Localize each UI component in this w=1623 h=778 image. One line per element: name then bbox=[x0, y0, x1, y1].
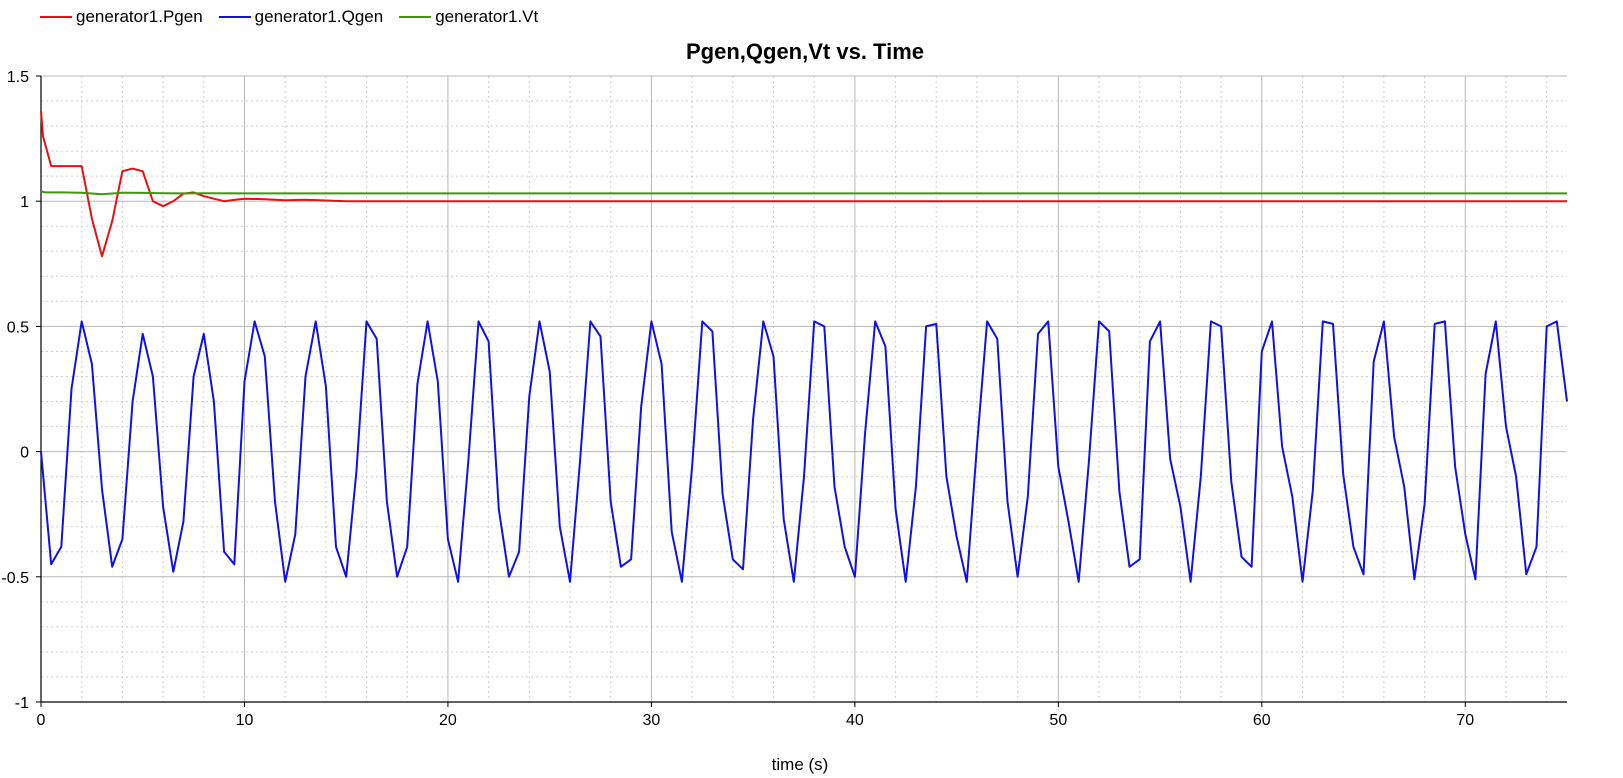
chart-title: Pgen,Qgen,Vt vs. Time bbox=[686, 39, 924, 64]
legend-swatch-vt bbox=[399, 16, 432, 18]
x-tick-label: 60 bbox=[1253, 712, 1271, 729]
axes bbox=[36, 75, 1567, 707]
series-line-pgen bbox=[40, 111, 1567, 258]
legend-swatch-qgen bbox=[218, 16, 251, 18]
y-tick-label: -1 bbox=[15, 695, 29, 712]
legend-label-qgen: generator1.Qgen bbox=[254, 7, 384, 26]
grid bbox=[41, 75, 1567, 702]
legend-item-qgen[interactable]: generator1.Qgen bbox=[218, 7, 384, 27]
legend-label-pgen: generator1.Pgen bbox=[76, 7, 203, 26]
x-axis-label: time (s) bbox=[772, 755, 829, 774]
legend-item-pgen[interactable]: generator1.Pgen bbox=[40, 7, 203, 27]
x-tick-label: 50 bbox=[1049, 712, 1067, 729]
x-tick-label: 30 bbox=[643, 712, 661, 729]
legend-swatch-pgen bbox=[40, 16, 72, 18]
x-tick-label: 20 bbox=[439, 712, 457, 729]
y-tick-label: -0.5 bbox=[1, 570, 29, 587]
series-lines bbox=[40, 111, 1568, 583]
y-tick-label: 1 bbox=[20, 194, 29, 211]
tick-labels: 0 10 20 30 40 50 60 70 1.5 1 0.5 0 -0.5 -1 bbox=[1, 69, 1474, 729]
legend: generator1.Pgen generator1.Qgen generato… bbox=[40, 6, 554, 28]
x-tick-label: 10 bbox=[236, 712, 254, 729]
series-line-qgen bbox=[40, 320, 1568, 583]
x-tick-label: 0 bbox=[37, 712, 46, 729]
y-tick-label: 1.5 bbox=[7, 69, 29, 86]
legend-item-vt[interactable]: generator1.Vt bbox=[399, 7, 538, 27]
x-tick-label: 70 bbox=[1456, 712, 1474, 729]
y-tick-label: 0.5 bbox=[7, 319, 29, 336]
y-tick-label: 0 bbox=[20, 445, 29, 462]
legend-label-vt: generator1.Vt bbox=[435, 7, 539, 26]
series-line-vt bbox=[40, 190, 1567, 196]
x-tick-label: 40 bbox=[846, 712, 864, 729]
